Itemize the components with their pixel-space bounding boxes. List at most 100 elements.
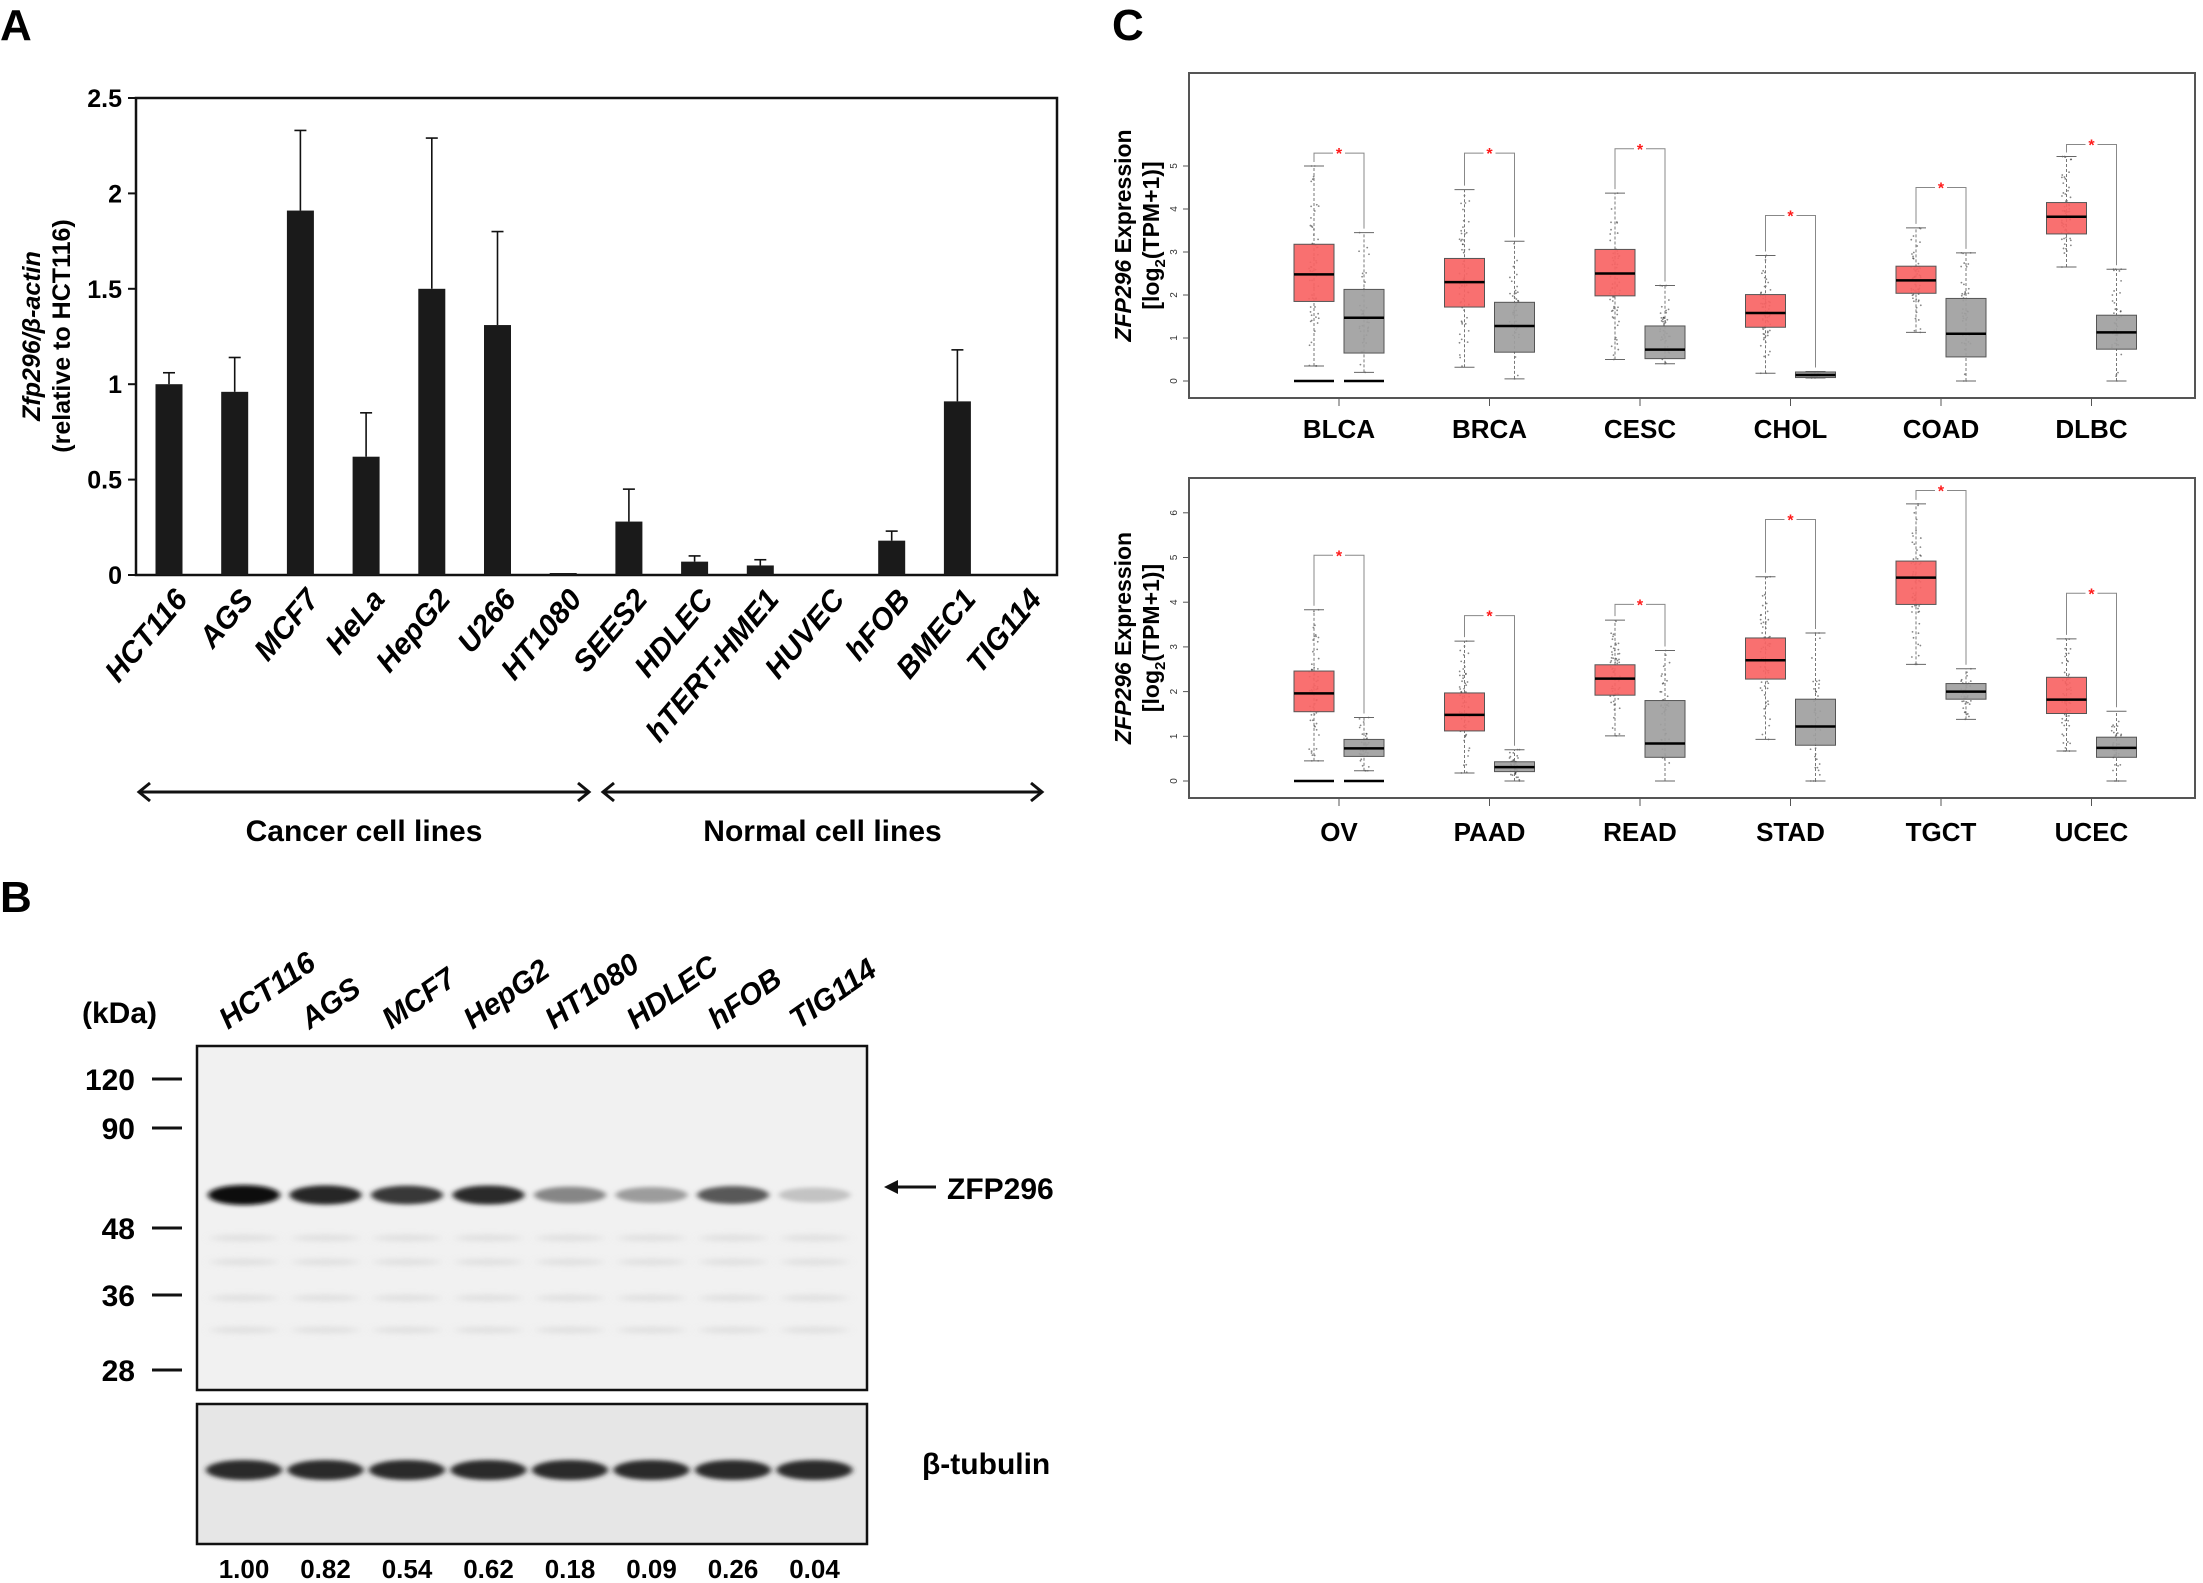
data-point xyxy=(2117,720,2120,723)
data-point xyxy=(1367,766,1370,768)
data-point xyxy=(1660,317,1663,319)
data-point xyxy=(2120,734,2122,737)
data-point xyxy=(1963,373,1966,376)
data-point xyxy=(2068,673,2070,676)
data-point xyxy=(1461,322,1464,325)
nonspecific-band xyxy=(617,1235,686,1241)
data-point xyxy=(1515,298,1518,300)
data-point xyxy=(1515,776,1518,779)
data-point xyxy=(2116,732,2119,734)
data-point xyxy=(1912,293,1915,296)
data-point xyxy=(1460,202,1462,205)
arrow-head-icon xyxy=(884,1180,898,1194)
data-point xyxy=(1316,667,1319,670)
data-point xyxy=(1665,311,1668,314)
nonspecific-band xyxy=(536,1295,604,1301)
data-point xyxy=(2120,353,2123,356)
lane-label-hepg2: HepG2 xyxy=(458,953,556,1036)
y-tick-label: 1.5 xyxy=(87,276,122,304)
x-label-tgct: TGCT xyxy=(1906,817,1977,847)
data-point xyxy=(1761,272,1763,275)
data-point xyxy=(1511,774,1514,777)
data-point xyxy=(2067,719,2070,722)
x-label-blca: BLCA xyxy=(1303,414,1375,444)
data-point xyxy=(1916,549,1918,552)
data-point xyxy=(1311,226,1314,229)
data-point xyxy=(2119,310,2122,312)
y-tick-label: 3 xyxy=(1169,644,1180,650)
data-point xyxy=(1515,292,1517,295)
quant-value: 0.26 xyxy=(708,1554,759,1583)
data-point xyxy=(1917,319,1920,321)
data-point xyxy=(2061,174,2064,176)
data-point xyxy=(1310,205,1313,208)
data-point xyxy=(1610,656,1613,659)
data-point xyxy=(1763,715,1766,717)
data-point xyxy=(1361,733,1364,736)
data-point xyxy=(1917,300,1920,303)
quant-value: 0.18 xyxy=(545,1554,596,1583)
data-point xyxy=(1517,776,1519,779)
data-point xyxy=(2063,243,2066,246)
data-point xyxy=(1509,755,1512,758)
data-point xyxy=(1617,348,1620,351)
significance-star-icon: * xyxy=(1787,513,1794,530)
data-point xyxy=(1612,354,1615,357)
data-point xyxy=(1315,711,1318,714)
data-point xyxy=(1618,733,1621,735)
data-point xyxy=(1616,232,1619,234)
data-point xyxy=(1962,707,1965,710)
data-point xyxy=(1910,656,1913,658)
nonspecific-band xyxy=(617,1327,686,1333)
data-point xyxy=(1759,614,1762,617)
box-tumor-ucec xyxy=(2046,676,2087,715)
data-point xyxy=(1819,637,1821,640)
data-point xyxy=(1610,310,1613,313)
data-point xyxy=(2069,196,2072,199)
data-point xyxy=(1514,289,1517,292)
data-point xyxy=(2063,176,2066,178)
data-point xyxy=(1311,719,1314,722)
data-point xyxy=(1317,312,1320,315)
x-label-coad: COAD xyxy=(1903,414,1980,444)
significance-star-icon: * xyxy=(1336,146,1343,163)
y-tick-label: 0 xyxy=(108,562,122,590)
significance-star-icon: * xyxy=(1787,208,1794,225)
data-point xyxy=(2065,236,2068,239)
data-point xyxy=(1759,292,1762,295)
data-point xyxy=(1458,670,1461,673)
data-point xyxy=(1362,721,1365,723)
star-background xyxy=(1333,150,1345,157)
data-point xyxy=(1315,635,1317,638)
data-point xyxy=(2113,290,2115,292)
data-point xyxy=(1963,283,1965,286)
quant-value: 0.04 xyxy=(789,1554,840,1583)
data-point xyxy=(1365,733,1368,735)
data-point xyxy=(1961,700,1964,703)
data-point xyxy=(1316,640,1319,643)
data-point xyxy=(2112,724,2115,727)
data-point xyxy=(1762,621,1765,624)
data-point xyxy=(1609,239,1612,242)
data-point xyxy=(1461,243,1464,246)
data-point xyxy=(1812,680,1815,683)
data-point xyxy=(1368,253,1370,256)
data-point xyxy=(2061,195,2063,197)
data-point xyxy=(2110,729,2113,732)
data-point xyxy=(1768,329,1771,332)
box-tumor-ov xyxy=(1293,670,1335,713)
zfp296-band xyxy=(534,1186,606,1204)
data-point xyxy=(1961,292,1964,295)
data-point xyxy=(1463,687,1465,690)
data-point xyxy=(1966,674,1968,677)
data-point xyxy=(1308,748,1311,751)
data-point xyxy=(2062,247,2065,250)
data-point xyxy=(1614,661,1617,664)
data-point xyxy=(1465,684,1468,687)
data-point xyxy=(1766,687,1769,690)
data-point xyxy=(1767,618,1770,621)
lane-label-tig114: TIG114 xyxy=(784,952,883,1035)
zfp296-band xyxy=(778,1187,851,1203)
panel-a-y-label: Zfp296/β-actin (relative to HCT116) xyxy=(18,219,76,452)
